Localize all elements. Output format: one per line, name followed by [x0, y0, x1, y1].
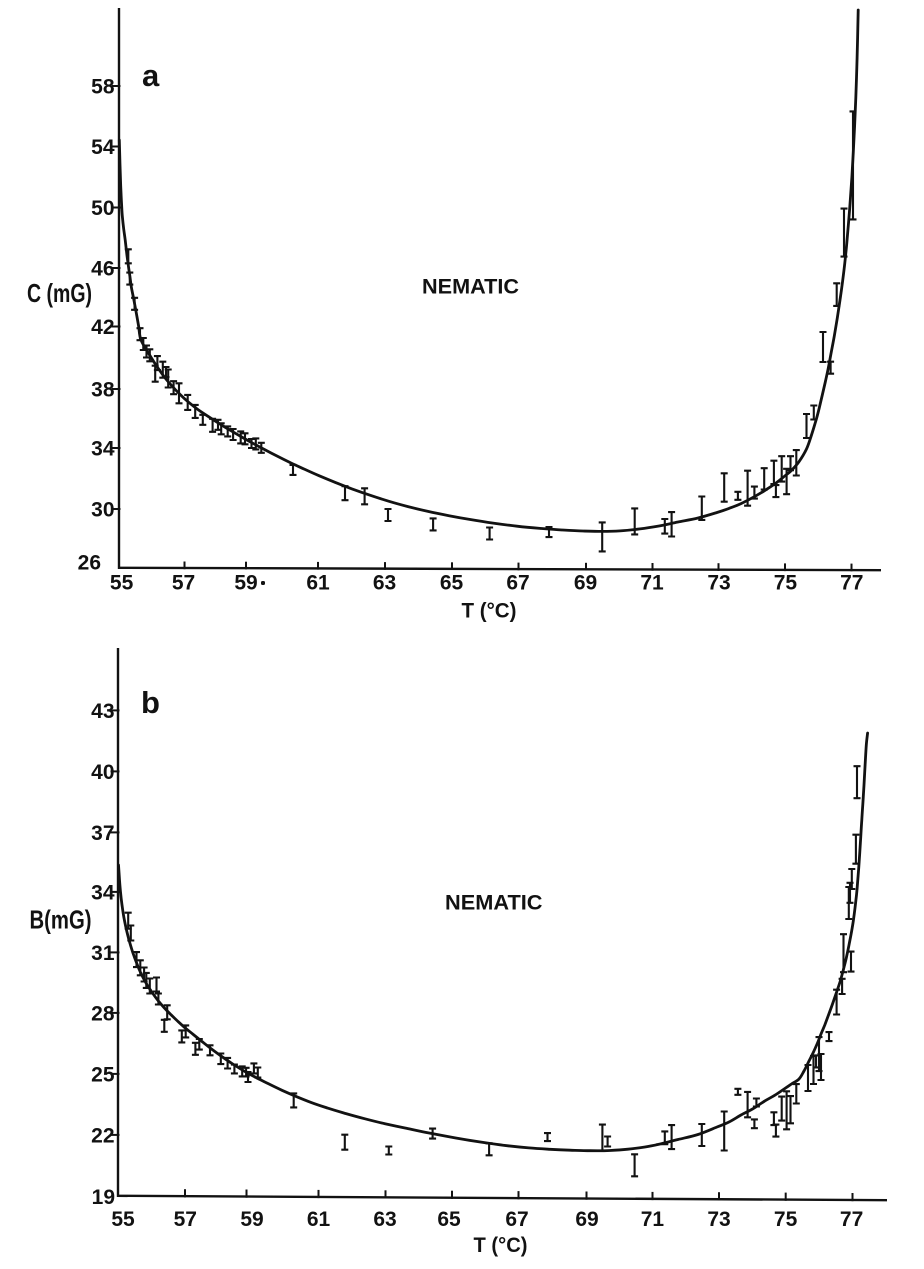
svg-text:26: 26 [78, 552, 101, 575]
svg-text:61: 61 [307, 1208, 331, 1231]
svg-text:59: 59 [240, 1208, 263, 1231]
svg-text:57: 57 [172, 572, 195, 595]
svg-text:61: 61 [306, 572, 330, 595]
svg-text:T (°C): T (°C) [474, 1233, 528, 1257]
svg-text:46: 46 [91, 258, 114, 281]
svg-text:77: 77 [840, 572, 863, 595]
svg-text:75: 75 [774, 1208, 798, 1231]
svg-text:43: 43 [91, 700, 114, 723]
svg-text:77: 77 [840, 1208, 863, 1231]
svg-text:50: 50 [91, 197, 114, 220]
svg-text:42: 42 [91, 316, 114, 339]
svg-text:b: b [141, 685, 160, 720]
svg-text:25: 25 [91, 1064, 115, 1087]
svg-text:55: 55 [111, 1208, 135, 1231]
svg-text:NEMATIC: NEMATIC [422, 275, 519, 299]
svg-text:40: 40 [91, 761, 114, 784]
svg-text:22: 22 [91, 1125, 114, 1148]
svg-text:58: 58 [91, 76, 115, 99]
svg-text:30: 30 [91, 499, 114, 522]
svg-text:69: 69 [575, 1208, 598, 1231]
svg-text:19: 19 [92, 1186, 115, 1209]
svg-text:C (mG): C (mG) [27, 278, 92, 308]
svg-text:69: 69 [574, 572, 597, 595]
svg-text:54: 54 [91, 136, 115, 159]
svg-text:71: 71 [641, 1208, 665, 1231]
svg-text:71: 71 [640, 572, 664, 595]
svg-text:75: 75 [774, 572, 798, 595]
svg-text:65: 65 [440, 572, 464, 595]
svg-text:65: 65 [437, 1208, 461, 1231]
svg-text:28: 28 [91, 1003, 115, 1026]
svg-text:73: 73 [707, 1208, 730, 1231]
svg-text:38: 38 [91, 379, 115, 402]
svg-text:34: 34 [91, 438, 115, 461]
svg-text:NEMATIC: NEMATIC [445, 891, 543, 915]
svg-text:37: 37 [91, 822, 114, 845]
svg-text:67: 67 [505, 1208, 528, 1231]
svg-text:34: 34 [91, 882, 115, 905]
svg-text:57: 57 [174, 1208, 197, 1231]
svg-text:59: 59 [234, 572, 257, 595]
svg-text:31: 31 [91, 942, 115, 965]
svg-text:63: 63 [373, 1208, 396, 1231]
svg-text:55: 55 [110, 572, 134, 595]
svg-text:67: 67 [506, 572, 529, 595]
svg-text:T (°C): T (°C) [462, 599, 517, 623]
svg-text:73: 73 [707, 572, 730, 595]
svg-text:a: a [142, 58, 160, 93]
svg-text:63: 63 [373, 572, 396, 595]
svg-text:B(mG): B(mG) [30, 905, 92, 935]
